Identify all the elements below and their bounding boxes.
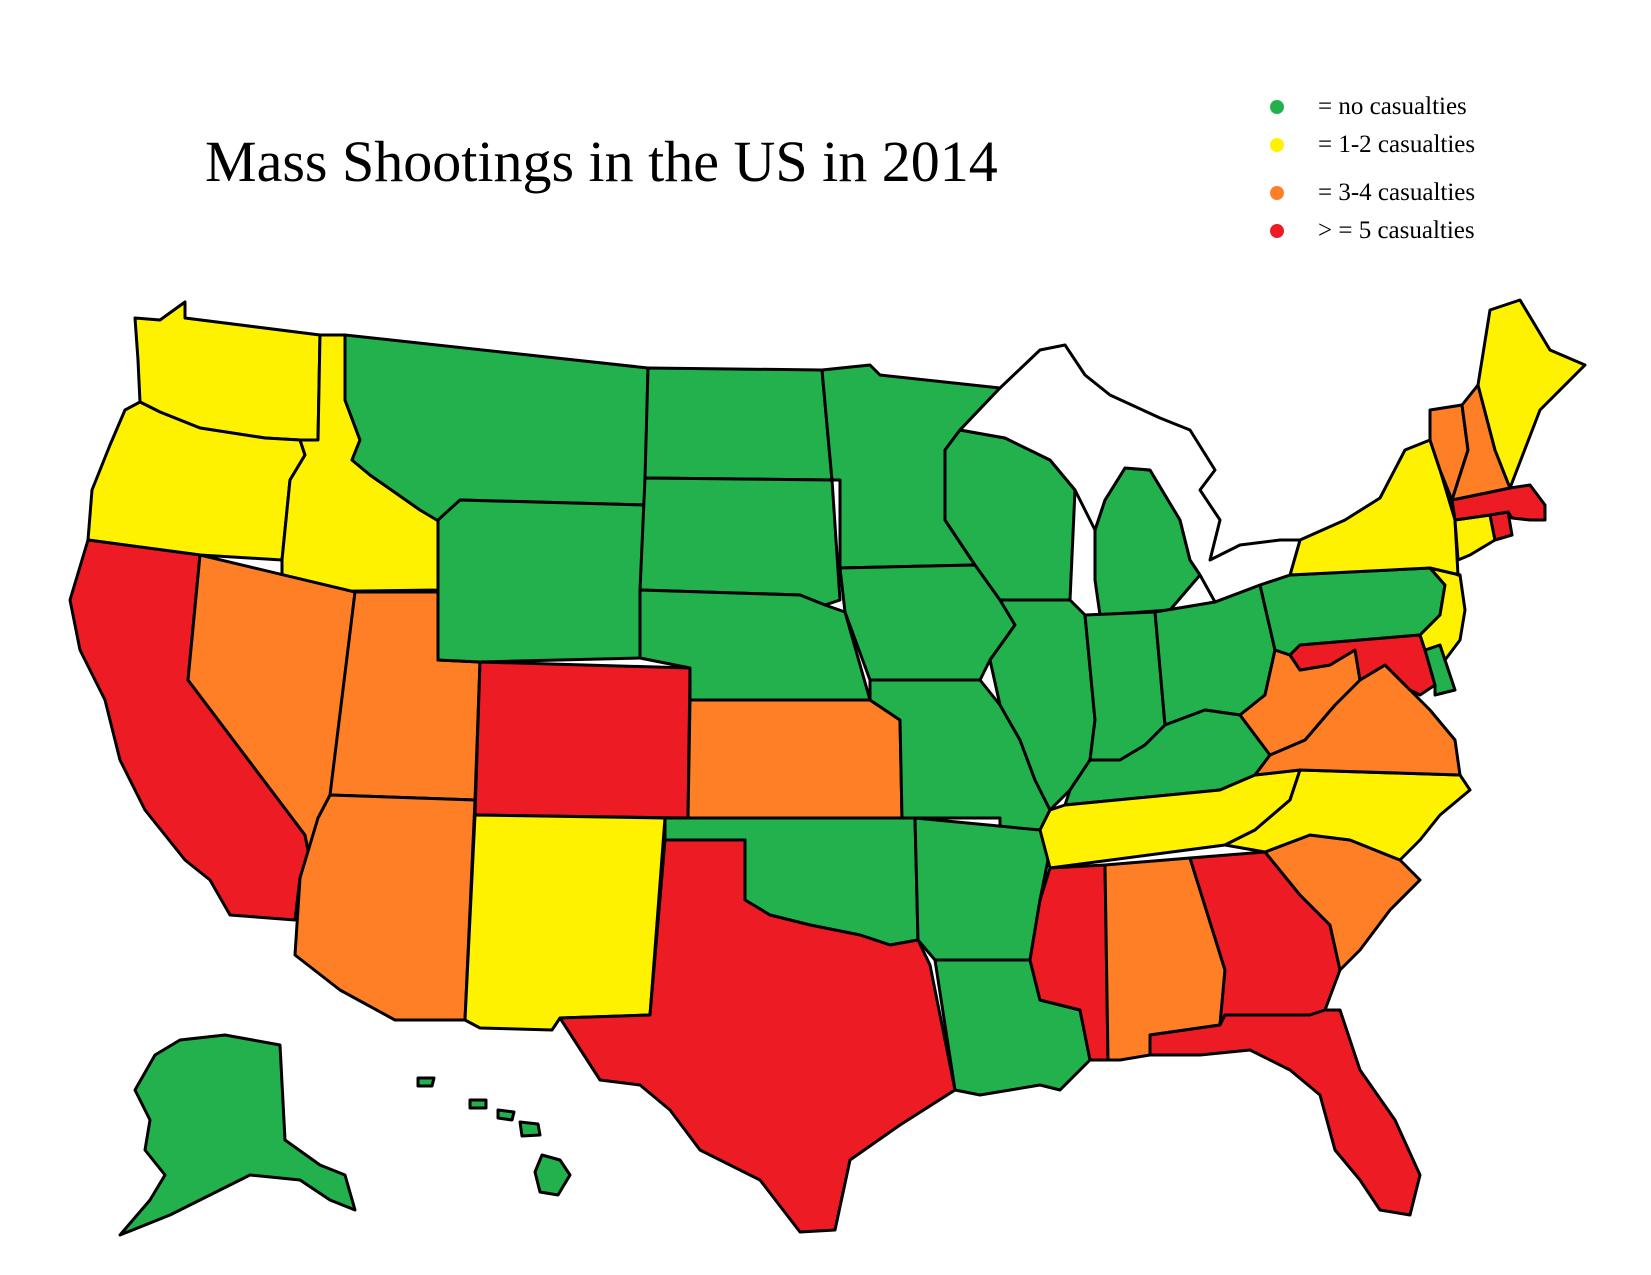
state-new-mexico bbox=[463, 813, 667, 1032]
state-north-dakota bbox=[643, 366, 834, 482]
legend-item-none: = no casualties bbox=[1270, 92, 1467, 122]
state-wyoming bbox=[436, 498, 647, 664]
legend-swatch-none bbox=[1270, 100, 1284, 114]
state-massachusetts bbox=[1450, 483, 1547, 522]
legend-swatch-high bbox=[1270, 224, 1284, 238]
state-arkansas bbox=[913, 816, 1052, 962]
state-south-dakota bbox=[638, 476, 842, 607]
state-alaska bbox=[118, 1033, 357, 1237]
legend-label-mid: = 3-4 casualties bbox=[1318, 179, 1476, 206]
great-lakes bbox=[958, 343, 1302, 604]
state-north-carolina bbox=[1223, 768, 1472, 862]
state-rhode-island bbox=[1488, 510, 1514, 542]
legend-label-low: = 1-2 casualties bbox=[1318, 131, 1476, 158]
legend-item-low: = 1-2 casualties bbox=[1270, 130, 1475, 160]
legend-swatch-low bbox=[1270, 138, 1284, 152]
legend: = no casualties = 1-2 casualties = 3-4 c… bbox=[1270, 92, 1630, 262]
legend-label-none: = no casualties bbox=[1318, 93, 1467, 120]
map-title: Mass Shootings in the US in 2014 bbox=[205, 129, 998, 194]
state-kansas bbox=[686, 698, 904, 820]
state-colorado bbox=[473, 660, 692, 820]
state-maine bbox=[1476, 298, 1587, 490]
legend-label-high: > = 5 casualties bbox=[1318, 217, 1475, 244]
state-hawaii bbox=[416, 1076, 572, 1197]
state-connecticut bbox=[1453, 513, 1497, 562]
state-new-jersey bbox=[1418, 566, 1467, 662]
legend-item-mid: = 3-4 casualties bbox=[1270, 178, 1475, 208]
state-texas bbox=[558, 838, 957, 1234]
state-florida bbox=[1148, 1008, 1422, 1217]
state-arizona bbox=[293, 793, 477, 1022]
state-new-york bbox=[1288, 438, 1462, 577]
legend-item-high: > = 5 casualties bbox=[1270, 216, 1475, 246]
legend-swatch-mid bbox=[1270, 186, 1284, 200]
